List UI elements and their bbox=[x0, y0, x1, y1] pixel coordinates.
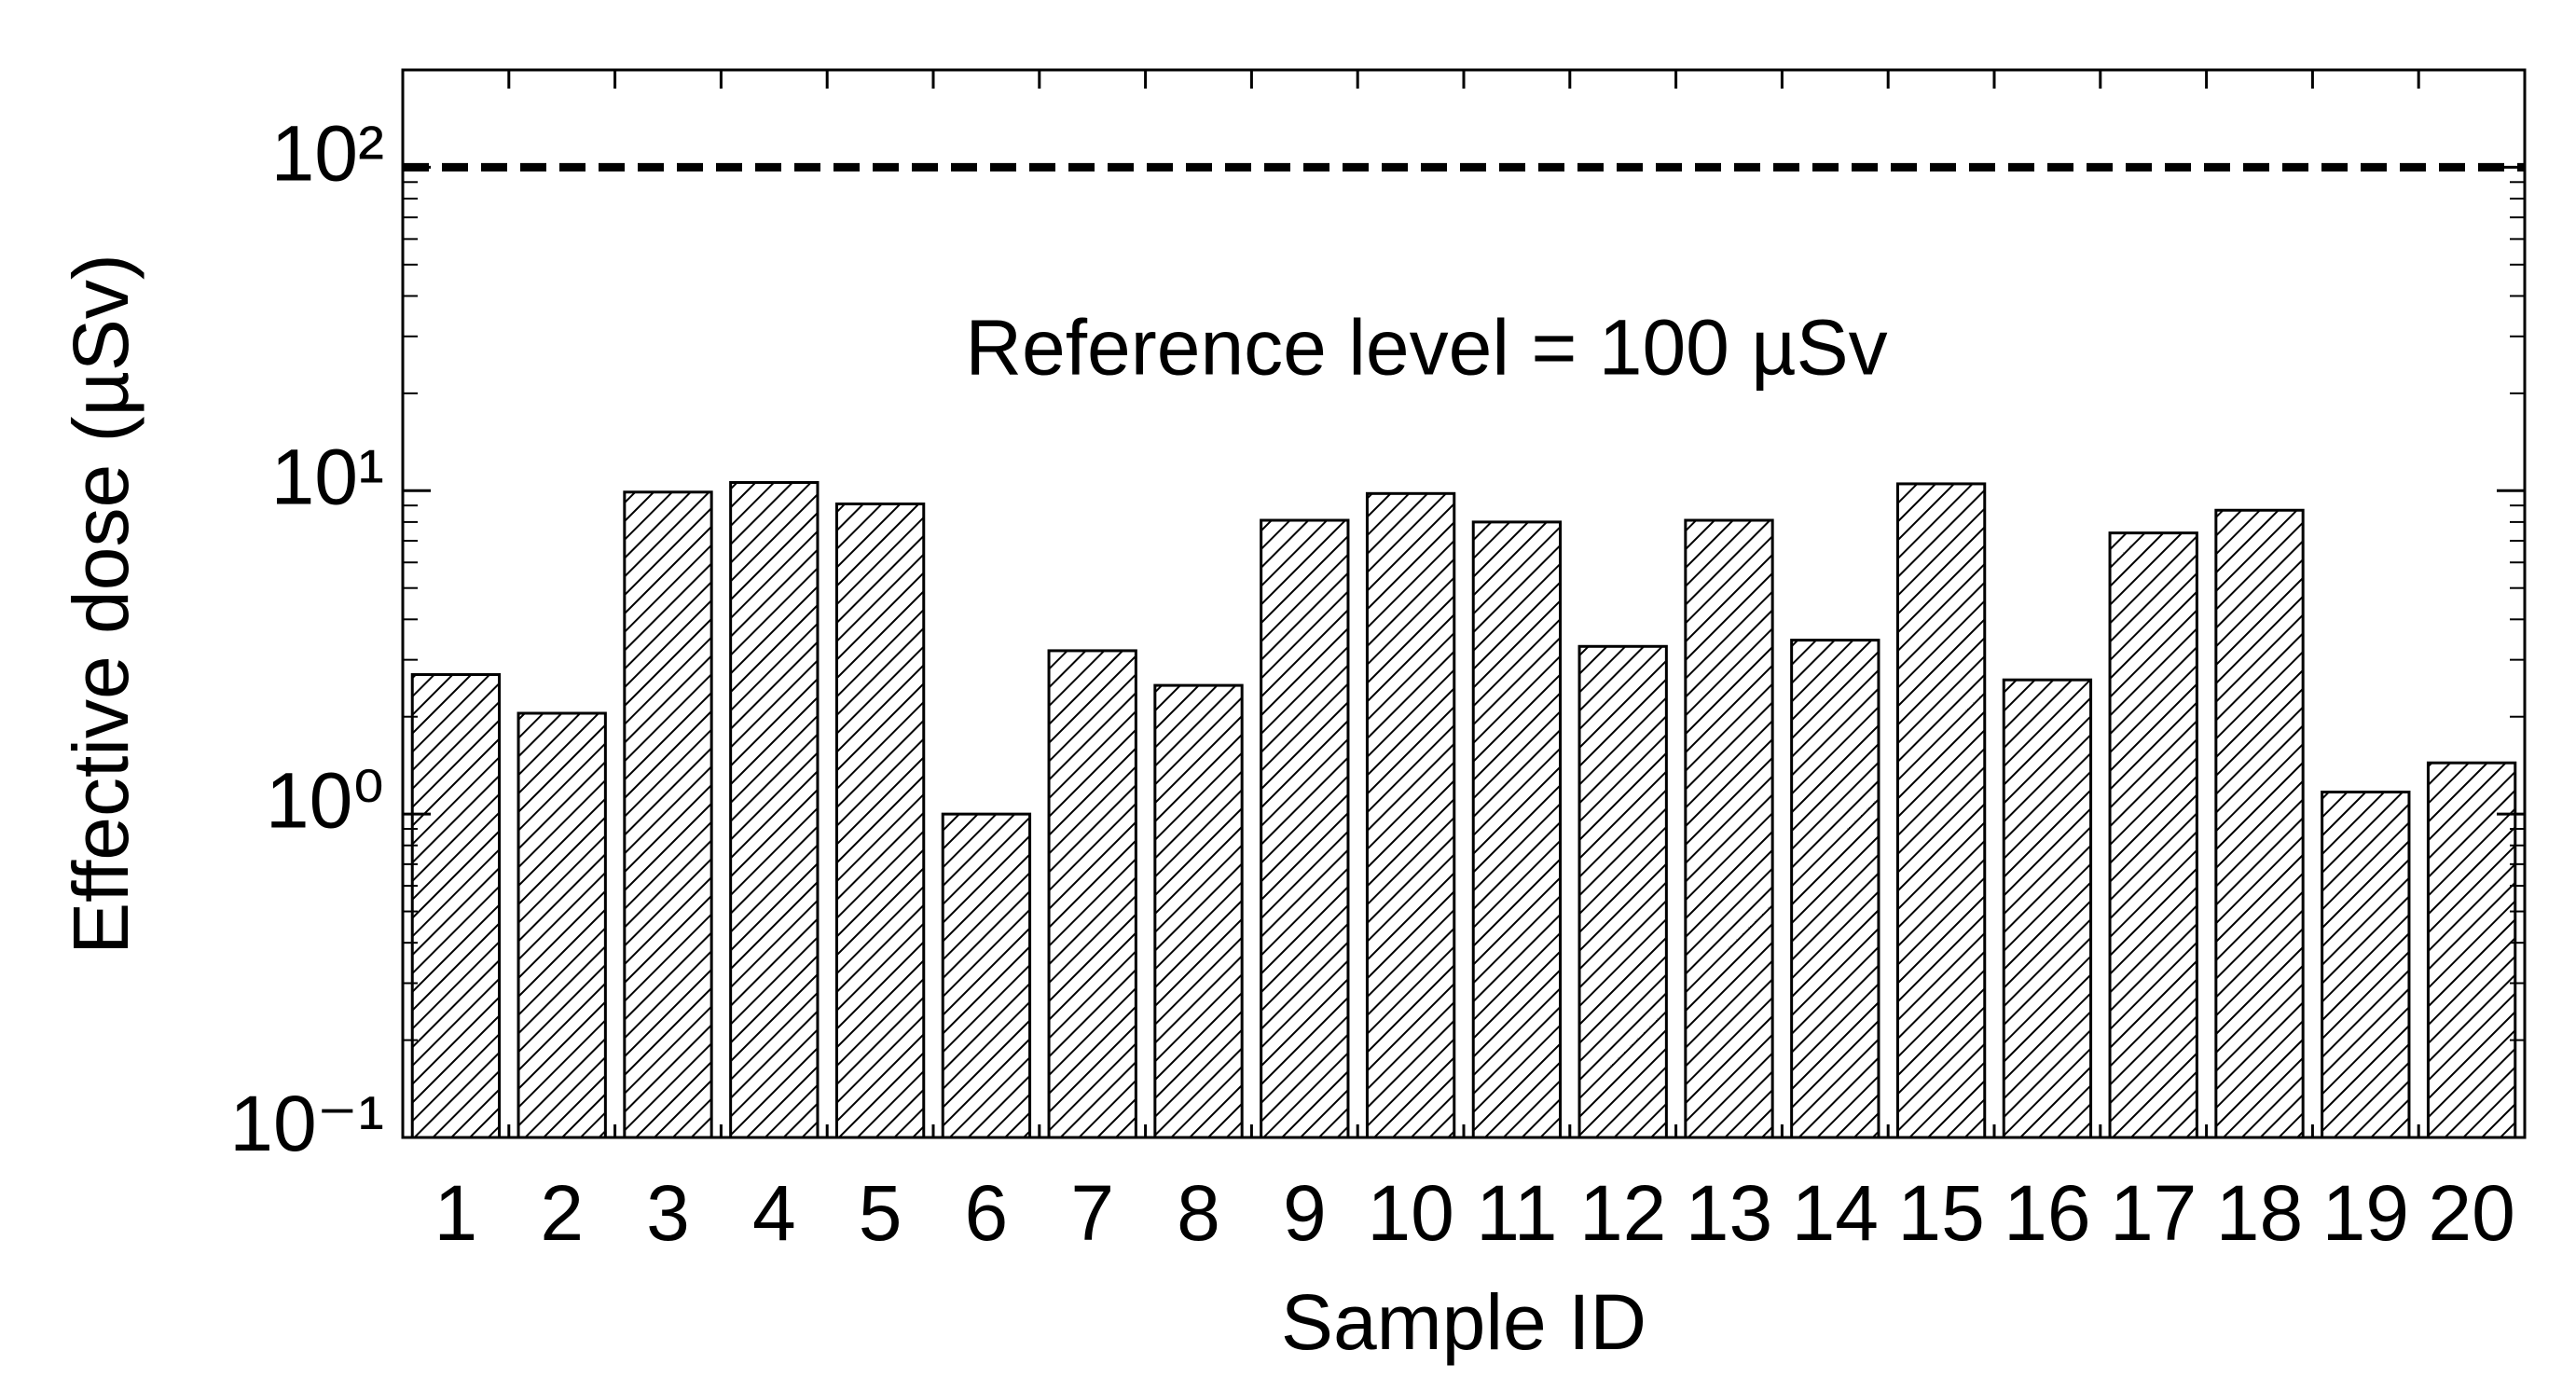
x-tick-label: 13 bbox=[1686, 1169, 1772, 1257]
bar bbox=[1471, 520, 1563, 1139]
bar bbox=[1260, 518, 1350, 1139]
bar bbox=[2214, 508, 2305, 1139]
x-tick-label: 5 bbox=[859, 1169, 902, 1257]
bar bbox=[2002, 678, 2093, 1139]
x-tick-label: 20 bbox=[2428, 1169, 2514, 1257]
x-tick-label: 14 bbox=[1792, 1169, 1879, 1257]
x-tick-label: 18 bbox=[2216, 1169, 2303, 1257]
x-tick-label: 10 bbox=[1367, 1169, 1453, 1257]
x-tick-label: 4 bbox=[752, 1169, 796, 1257]
x-tick-label: 15 bbox=[1897, 1169, 1984, 1257]
bar bbox=[1790, 639, 1880, 1139]
x-tick-label: 17 bbox=[2110, 1169, 2197, 1257]
y-axis-label: Effective dose (µSv) bbox=[57, 254, 145, 955]
bar bbox=[1684, 518, 1774, 1139]
bar bbox=[410, 673, 502, 1139]
x-tick-label: 7 bbox=[1070, 1169, 1114, 1257]
bar bbox=[2321, 790, 2411, 1139]
bar bbox=[941, 812, 1032, 1139]
x-tick-label: 16 bbox=[2004, 1169, 2090, 1257]
bar bbox=[623, 490, 713, 1139]
x-tick-label: 8 bbox=[1177, 1169, 1220, 1257]
y-tick-label: 10¹ bbox=[271, 433, 384, 520]
x-tick-label: 9 bbox=[1283, 1169, 1327, 1257]
bar bbox=[2108, 531, 2198, 1139]
y-tick-label: 10² bbox=[271, 110, 384, 198]
bar bbox=[1577, 644, 1668, 1139]
x-tick-label: 19 bbox=[2322, 1169, 2409, 1257]
x-tick-label: 3 bbox=[646, 1169, 690, 1257]
plot-frame bbox=[401, 68, 2527, 1139]
bar bbox=[1365, 491, 1456, 1139]
x-tick-label: 2 bbox=[540, 1169, 584, 1257]
bar bbox=[1047, 649, 1137, 1139]
bar bbox=[1153, 683, 1244, 1139]
y-tick-label: 10⁰ bbox=[266, 756, 384, 844]
bar bbox=[834, 502, 926, 1139]
annotation: Reference level = 100 µSv bbox=[965, 304, 1887, 392]
x-tick-label: 11 bbox=[1476, 1169, 1557, 1257]
x-tick-label: 12 bbox=[1579, 1169, 1666, 1257]
bar bbox=[517, 711, 607, 1139]
y-tick-label: 10⁻¹ bbox=[229, 1080, 384, 1167]
bar bbox=[729, 480, 820, 1139]
x-axis-label: Sample ID bbox=[1281, 1278, 1646, 1366]
bar bbox=[2426, 761, 2517, 1139]
x-tick-label: 6 bbox=[965, 1169, 1009, 1257]
x-tick-label: 1 bbox=[434, 1169, 478, 1257]
bar bbox=[1895, 482, 1987, 1139]
